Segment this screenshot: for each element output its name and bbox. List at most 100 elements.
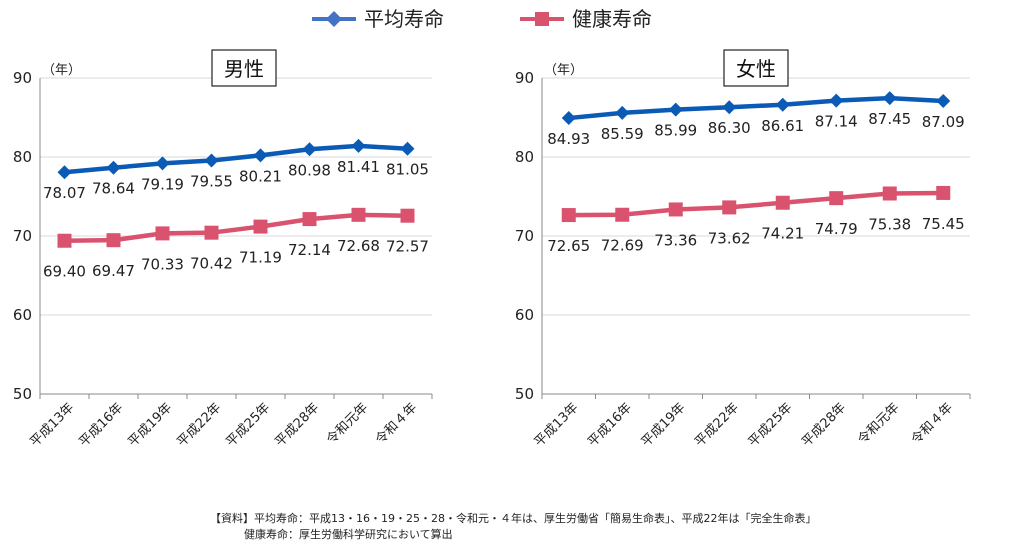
data-label-healthy: 69.40 bbox=[43, 263, 86, 281]
data-label-healthy: 69.47 bbox=[92, 262, 135, 280]
y-tick-label: 60 bbox=[515, 306, 534, 324]
data-point-average bbox=[615, 105, 630, 120]
data-point-average bbox=[400, 141, 415, 156]
data-label-healthy: 73.62 bbox=[708, 229, 751, 247]
data-label-healthy: 72.65 bbox=[547, 237, 590, 255]
data-label-average: 78.64 bbox=[92, 180, 135, 198]
data-label-average: 84.93 bbox=[547, 130, 590, 148]
y-tick-label: 50 bbox=[515, 385, 534, 403]
data-label-average: 80.98 bbox=[288, 161, 331, 179]
y-tick-label: 90 bbox=[13, 69, 32, 87]
data-point-average bbox=[351, 138, 366, 153]
data-point-average bbox=[253, 148, 268, 163]
y-tick-label: 70 bbox=[515, 227, 534, 245]
x-tick-label: 平成22年 bbox=[692, 400, 742, 450]
data-point-average bbox=[829, 93, 844, 108]
x-tick-label: 平成25年 bbox=[223, 400, 273, 450]
data-label-healthy: 74.79 bbox=[815, 220, 858, 238]
data-point-average bbox=[302, 142, 317, 157]
x-tick-label: 平成19年 bbox=[639, 400, 689, 450]
source-note-line1: 【資料】平均寿命：平成13・16・19・25・28・令和元・４年は、厚生労働省「… bbox=[210, 512, 817, 525]
data-label-healthy: 75.38 bbox=[868, 215, 911, 233]
data-label-average: 80.21 bbox=[239, 167, 282, 185]
data-label-healthy: 72.57 bbox=[386, 238, 429, 256]
data-label-average: 81.41 bbox=[337, 158, 380, 176]
data-point-healthy bbox=[253, 219, 268, 234]
data-label-average: 79.55 bbox=[190, 173, 233, 191]
x-tick-label: 平成19年 bbox=[125, 400, 175, 450]
data-label-average: 79.19 bbox=[141, 175, 184, 193]
data-label-average: 85.99 bbox=[654, 122, 697, 140]
data-label-healthy: 71.19 bbox=[239, 249, 282, 267]
x-tick-label: 平成28年 bbox=[799, 400, 849, 450]
data-label-average: 81.05 bbox=[386, 161, 429, 179]
data-point-average bbox=[57, 165, 72, 180]
y-tick-label: 50 bbox=[13, 385, 32, 403]
data-point-healthy bbox=[829, 191, 844, 206]
data-point-healthy bbox=[561, 208, 576, 223]
y-unit-label: （年） bbox=[544, 63, 583, 78]
data-point-healthy bbox=[106, 233, 121, 248]
data-label-healthy: 72.68 bbox=[337, 237, 380, 255]
y-tick-label: 80 bbox=[515, 148, 534, 166]
y-tick-label: 70 bbox=[13, 227, 32, 245]
data-label-average: 78.07 bbox=[43, 184, 86, 202]
x-tick-label: 平成16年 bbox=[76, 400, 126, 450]
data-point-healthy bbox=[775, 195, 790, 210]
x-tick-label: 平成22年 bbox=[174, 400, 224, 450]
legend-item-average-life: 平均寿命 bbox=[312, 7, 444, 31]
data-point-healthy bbox=[722, 200, 737, 215]
data-point-average bbox=[106, 160, 121, 175]
data-point-average bbox=[204, 153, 219, 168]
y-tick-label: 90 bbox=[515, 69, 534, 87]
data-label-healthy: 72.69 bbox=[601, 237, 644, 255]
x-tick-label: 平成28年 bbox=[272, 400, 322, 450]
data-label-average: 87.09 bbox=[922, 113, 965, 131]
data-label-healthy: 75.45 bbox=[922, 215, 965, 233]
data-point-healthy bbox=[351, 207, 366, 222]
data-label-average: 86.61 bbox=[761, 117, 804, 135]
series-line-healthy bbox=[568, 190, 944, 218]
data-point-average bbox=[882, 91, 897, 106]
data-label-healthy: 70.33 bbox=[141, 255, 184, 273]
source-note-line2: 健康寿命：厚生労働科学研究において算出 bbox=[244, 528, 453, 541]
series-line-average bbox=[568, 95, 944, 121]
x-tick-label: 令和元年 bbox=[855, 400, 902, 447]
chart-title: 女性 bbox=[736, 57, 776, 81]
x-tick-label: 令和４年 bbox=[909, 400, 956, 447]
y-unit-label: （年） bbox=[42, 63, 81, 78]
x-tick-label: 平成13年 bbox=[532, 400, 582, 450]
data-label-average: 86.30 bbox=[708, 119, 751, 137]
data-point-healthy bbox=[302, 212, 317, 227]
series-line-healthy bbox=[64, 212, 408, 243]
chart-title-box bbox=[723, 49, 789, 87]
series-line-average bbox=[64, 143, 408, 175]
x-tick-label: 平成25年 bbox=[746, 400, 796, 450]
chart-title-box bbox=[211, 49, 277, 87]
x-tick-label: 令和元年 bbox=[324, 400, 371, 447]
chart-title: 男性 bbox=[224, 57, 264, 81]
data-point-average bbox=[155, 156, 170, 171]
data-label-healthy: 70.42 bbox=[190, 255, 233, 273]
data-label-average: 87.14 bbox=[815, 113, 858, 131]
legend-marker-diamond bbox=[326, 11, 342, 27]
legend-label-average: 平均寿命 bbox=[364, 7, 444, 31]
x-tick-label: 平成13年 bbox=[27, 400, 77, 450]
y-tick-label: 80 bbox=[13, 148, 32, 166]
data-point-healthy bbox=[882, 186, 897, 201]
data-point-average bbox=[668, 102, 683, 117]
legend-label-healthy: 健康寿命 bbox=[572, 7, 652, 31]
data-point-healthy bbox=[155, 226, 170, 241]
chart-legend: 平均寿命 健康寿命 bbox=[312, 7, 652, 31]
data-label-average: 87.45 bbox=[868, 110, 911, 128]
data-point-average bbox=[561, 111, 576, 126]
y-tick-label: 60 bbox=[13, 306, 32, 324]
data-label-healthy: 72.14 bbox=[288, 241, 331, 259]
data-label-healthy: 74.21 bbox=[761, 225, 804, 243]
data-point-healthy bbox=[400, 208, 415, 223]
data-point-healthy bbox=[204, 225, 219, 240]
data-point-average bbox=[936, 93, 951, 108]
x-tick-label: 令和４年 bbox=[373, 400, 420, 447]
